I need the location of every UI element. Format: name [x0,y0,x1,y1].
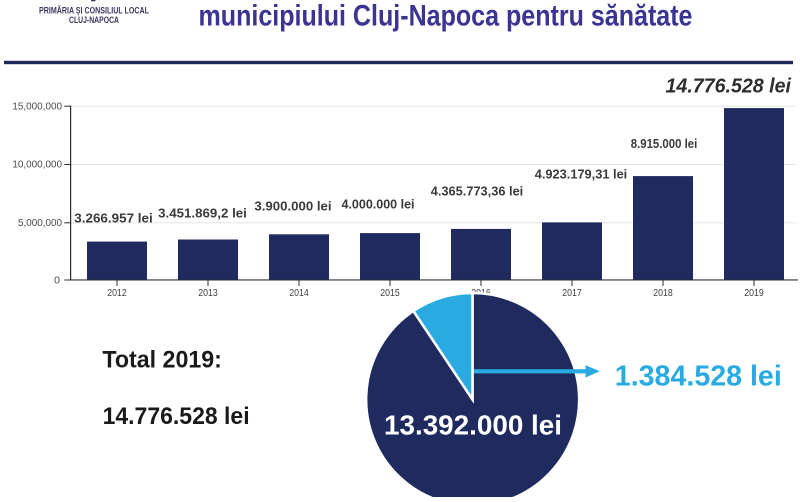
svg-text:2014: 2014 [289,288,309,299]
svg-text:14.776.528 lei: 14.776.528 lei [103,403,250,430]
svg-text:5,000,000: 5,000,000 [18,217,62,229]
svg-text:4.923.179,31 lei: 4.923.179,31 lei [535,167,628,182]
svg-text:2019: 2019 [744,288,764,299]
svg-text:0: 0 [54,274,60,286]
svg-text:10,000,000: 10,000,000 [12,159,62,171]
svg-text:2015: 2015 [380,288,400,299]
svg-text:4.365.773,36 lei: 4.365.773,36 lei [431,184,524,199]
svg-text:PRIMĂRIA ȘI CONSILIUL LOCAL: PRIMĂRIA ȘI CONSILIUL LOCAL [39,6,149,16]
svg-text:15,000,000: 15,000,000 [12,100,62,112]
svg-text:3.266.957 lei: 3.266.957 lei [74,211,152,226]
svg-text:14.776.528 lei: 14.776.528 lei [666,75,793,98]
svg-text:2013: 2013 [198,288,218,299]
svg-text:1.384.528 lei: 1.384.528 lei [615,360,782,392]
svg-text:2018: 2018 [653,288,673,299]
svg-text:2017: 2017 [562,288,582,299]
svg-text:municipiului Cluj-Napoca pentr: municipiului Cluj-Napoca pentru sănătate [199,0,693,32]
svg-text:Total 2019:: Total 2019: [102,347,221,374]
svg-text:CLUJ-NAPOCA: CLUJ-NAPOCA [69,15,119,25]
svg-text:2012: 2012 [107,288,127,299]
svg-text:3.451.869,2 lei: 3.451.869,2 lei [158,206,247,221]
svg-text:8.915.000 lei: 8.915.000 lei [631,136,698,151]
svg-text:4.000.000 lei: 4.000.000 lei [342,197,415,212]
svg-text:13.392.000 lei: 13.392.000 lei [384,409,562,440]
svg-text:3.900.000 lei: 3.900.000 lei [254,199,331,214]
